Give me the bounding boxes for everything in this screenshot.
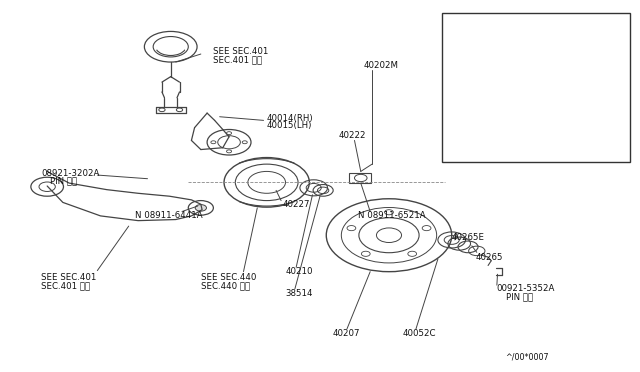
Text: 40265: 40265	[476, 253, 503, 262]
Text: 08921-3202A: 08921-3202A	[41, 169, 99, 178]
Text: N 08911-6521A: N 08911-6521A	[358, 211, 425, 220]
Text: PIN ピン: PIN ピン	[51, 177, 77, 186]
Text: 40014(RH): 40014(RH)	[267, 114, 314, 123]
Text: 00921-5352A: 00921-5352A	[497, 284, 556, 293]
Text: SEE SEC.401: SEE SEC.401	[41, 273, 96, 282]
Text: 40210: 40210	[480, 55, 506, 64]
Text: SEE SEC.401: SEE SEC.401	[213, 46, 269, 55]
Text: 40222: 40222	[339, 131, 366, 140]
Text: 40227: 40227	[282, 201, 310, 209]
Text: SEC.401 参照: SEC.401 参照	[41, 281, 90, 291]
Text: ^/00*0007: ^/00*0007	[505, 353, 548, 362]
Bar	[442, 13, 630, 162]
Text: 38514: 38514	[285, 289, 313, 298]
Text: 40265E: 40265E	[452, 233, 484, 242]
Text: 40207: 40207	[333, 329, 360, 338]
Text: 40052C: 40052C	[403, 329, 436, 338]
Text: 40015(LH): 40015(LH)	[267, 121, 312, 130]
Text: 4WD: 4WD	[452, 92, 472, 101]
Text: 40054: 40054	[457, 45, 483, 54]
Text: PIN ピン: PIN ピン	[506, 292, 532, 301]
Text: SEE SEC.440: SEE SEC.440	[201, 273, 256, 282]
Text: SEC.401 参照: SEC.401 参照	[213, 56, 262, 65]
Text: N 08911-6441A: N 08911-6441A	[135, 211, 203, 219]
Text: 40210: 40210	[285, 267, 313, 276]
Text: 40202M: 40202M	[364, 61, 399, 70]
Circle shape	[195, 205, 207, 211]
Text: 40202M: 40202M	[538, 92, 572, 101]
Bar	[349, 173, 371, 183]
Text: SEC.440 台照: SEC.440 台照	[201, 281, 250, 291]
Text: 38514: 38514	[508, 65, 534, 74]
